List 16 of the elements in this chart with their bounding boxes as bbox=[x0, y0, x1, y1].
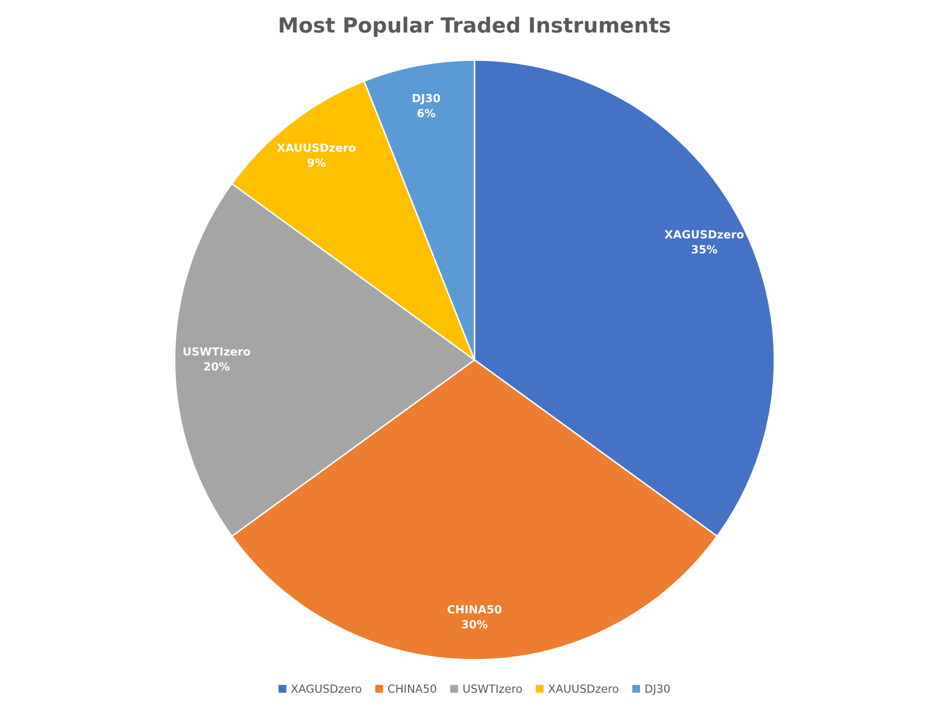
legend-label: CHINA50 bbox=[388, 684, 436, 693]
slice-label: XAGUSDzero bbox=[664, 230, 744, 239]
legend-label: XAGUSDzero bbox=[291, 684, 362, 693]
data-label: 9% bbox=[308, 158, 326, 167]
legend-label: DJ30 bbox=[646, 684, 670, 695]
data-label: 6% bbox=[417, 108, 436, 118]
slice-label: CHINA50 bbox=[448, 605, 502, 614]
chart-title: Most Popular Traded Instruments bbox=[280, 16, 670, 37]
data-label: 30% bbox=[462, 620, 488, 629]
legend-label: USWTIzero bbox=[463, 684, 522, 693]
data-label: 35% bbox=[692, 245, 718, 254]
slice-label: DJ30 bbox=[412, 94, 440, 104]
slice-label: USWTIzero bbox=[184, 347, 250, 356]
slice-label: XAUUSDzero bbox=[277, 143, 356, 152]
data-label: 20% bbox=[204, 362, 230, 371]
legend-label: XAUUSDzero bbox=[548, 684, 618, 693]
